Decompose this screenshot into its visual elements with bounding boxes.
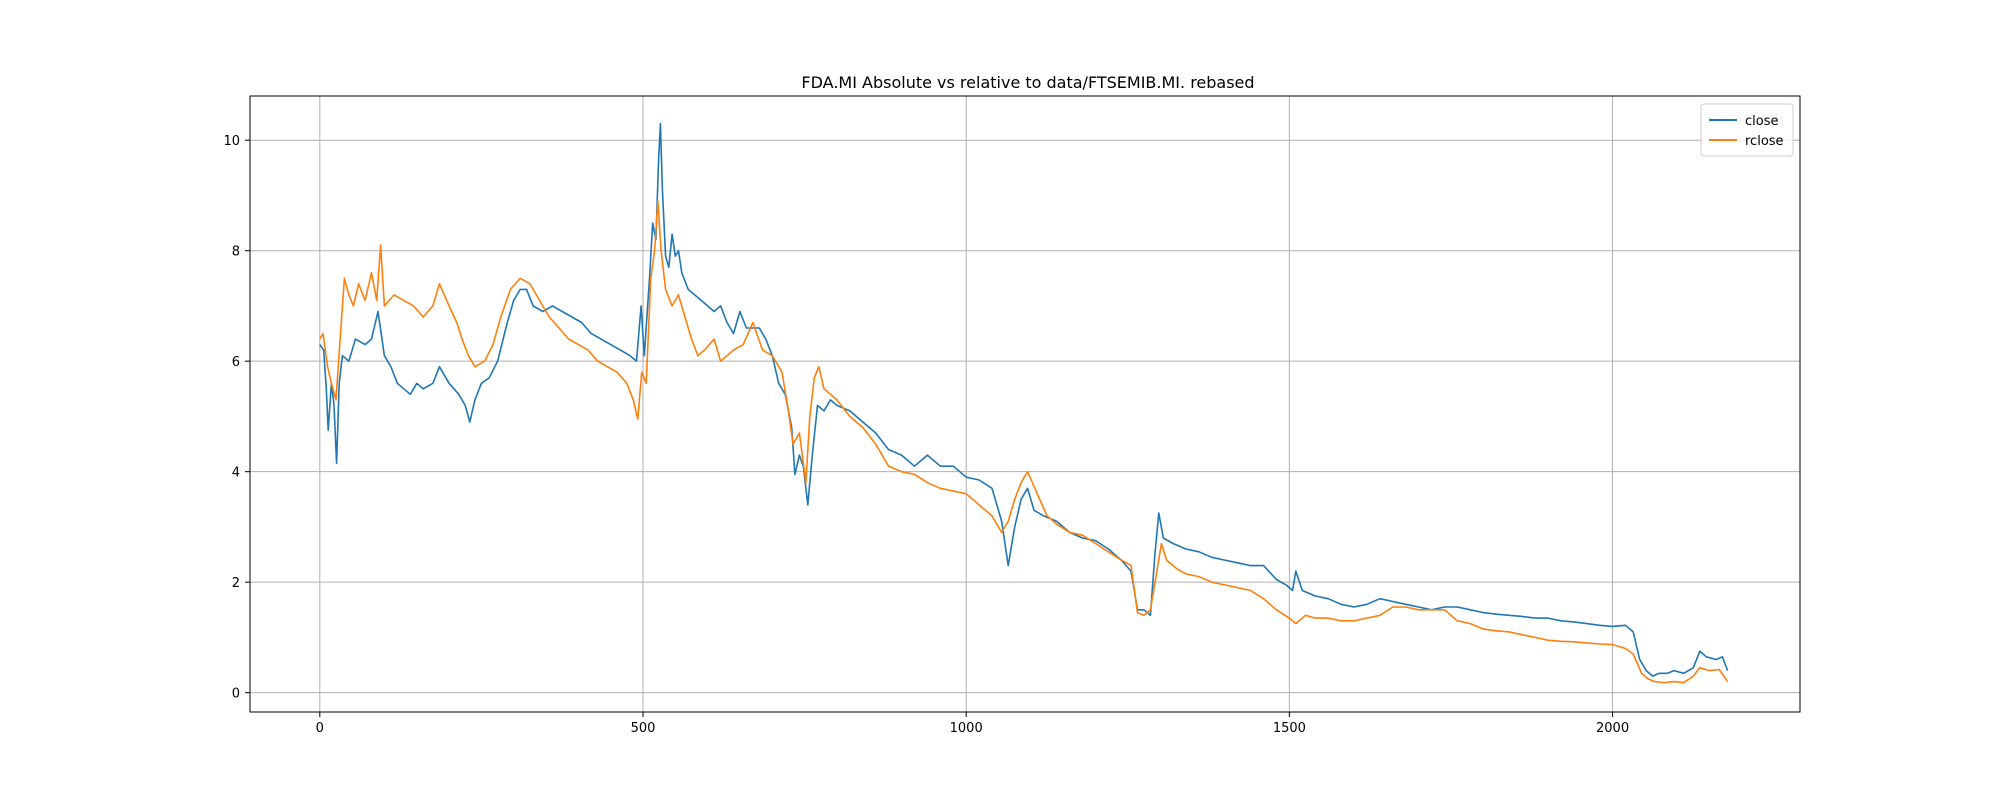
x-tick-label: 0 [316,721,324,736]
legend-label-close: close [1745,114,1778,129]
y-tick-label: 2 [232,576,240,591]
x-tick-label: 1000 [950,721,983,736]
legend-label-rclose: rclose [1745,134,1784,149]
y-tick-label: 8 [232,245,240,260]
y-tick-label: 4 [232,466,240,481]
legend: close rclose [1700,103,1794,157]
plot-frame [249,95,1801,713]
series-line-close [319,122,1729,677]
grid-lines [250,96,1800,712]
chart-title: FDA.MI Absolute vs relative to data/FTSE… [801,73,1254,92]
y-tick-label: 10 [223,134,240,149]
legend-box [1700,103,1794,157]
y-tick-label: 0 [232,687,240,702]
x-tick-label: 500 [631,721,656,736]
series-line-rclose [319,200,1729,684]
series-lines [319,122,1729,684]
y-tick-label: 6 [232,355,240,370]
axis-ticks: 0 500 1000 1500 2000 0 2 4 6 8 10 [223,134,1629,736]
x-tick-label: 2000 [1596,721,1629,736]
x-tick-label: 1500 [1273,721,1306,736]
